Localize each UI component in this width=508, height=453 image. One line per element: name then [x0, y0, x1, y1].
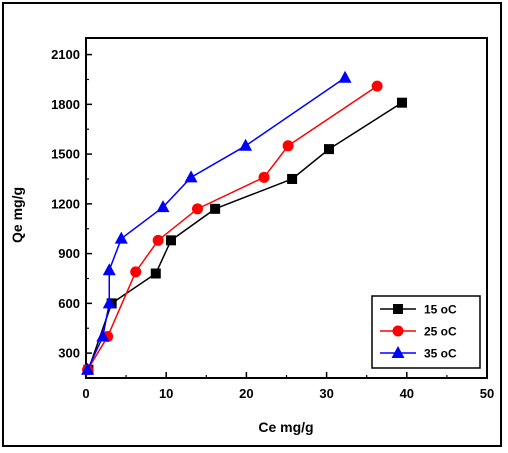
y-tick-label: 1500	[51, 147, 80, 162]
y-tick-label: 600	[58, 296, 80, 311]
data-point	[102, 296, 116, 309]
legend-label: 35 oC	[424, 347, 457, 361]
y-tick-label: 1800	[51, 97, 80, 112]
axes: 0 10 20 30 40 50 300 600 900 1200 1500 1800 2100	[51, 37, 494, 401]
series-line	[86, 77, 346, 371]
data-point	[324, 144, 335, 155]
data-point	[150, 268, 161, 279]
legend-marker	[392, 325, 404, 337]
legend-marker	[391, 346, 405, 358]
y-tick-label: 300	[58, 346, 80, 361]
data-point	[282, 140, 294, 152]
y-tick-label: 2100	[51, 47, 80, 62]
y-tick-label: 900	[58, 246, 80, 261]
data-point	[239, 138, 253, 151]
data-point	[191, 203, 203, 215]
x-tick-label: 10	[159, 386, 173, 401]
data-point	[210, 203, 221, 214]
data-point	[166, 235, 177, 246]
series-1	[83, 97, 407, 375]
series-2	[82, 80, 383, 376]
x-tick-label: 30	[319, 386, 333, 401]
data-point	[396, 97, 407, 108]
data-point	[81, 362, 95, 375]
x-axis-label: Ce mg/g	[258, 419, 313, 435]
data-point	[96, 329, 110, 342]
legend: 15 oC 25 oC 35 oC	[371, 295, 481, 369]
data-point	[338, 70, 352, 83]
x-tick-label: 20	[239, 386, 253, 401]
x-tick-label: 40	[400, 386, 414, 401]
legend-label: 25 oC	[424, 325, 457, 339]
x-tick-label: 50	[480, 386, 494, 401]
data-point	[130, 266, 142, 278]
data-point	[114, 231, 128, 244]
data-point	[371, 80, 383, 92]
legend-box	[371, 295, 481, 369]
data-point	[184, 170, 198, 183]
y-tick-label: 1200	[51, 196, 80, 211]
data-point	[258, 171, 270, 183]
series-line	[87, 102, 403, 370]
legend-marker	[393, 304, 403, 314]
y-axis-label: Qe mg/g	[9, 187, 25, 243]
data-point	[156, 200, 170, 213]
data-point	[287, 173, 298, 184]
series-line	[86, 85, 378, 371]
series-layer	[81, 70, 407, 376]
legend-label: 15 oC	[424, 303, 457, 317]
series-3	[81, 70, 352, 375]
x-tick-label: 0	[82, 386, 89, 401]
data-point	[152, 234, 164, 246]
data-point	[102, 263, 116, 276]
